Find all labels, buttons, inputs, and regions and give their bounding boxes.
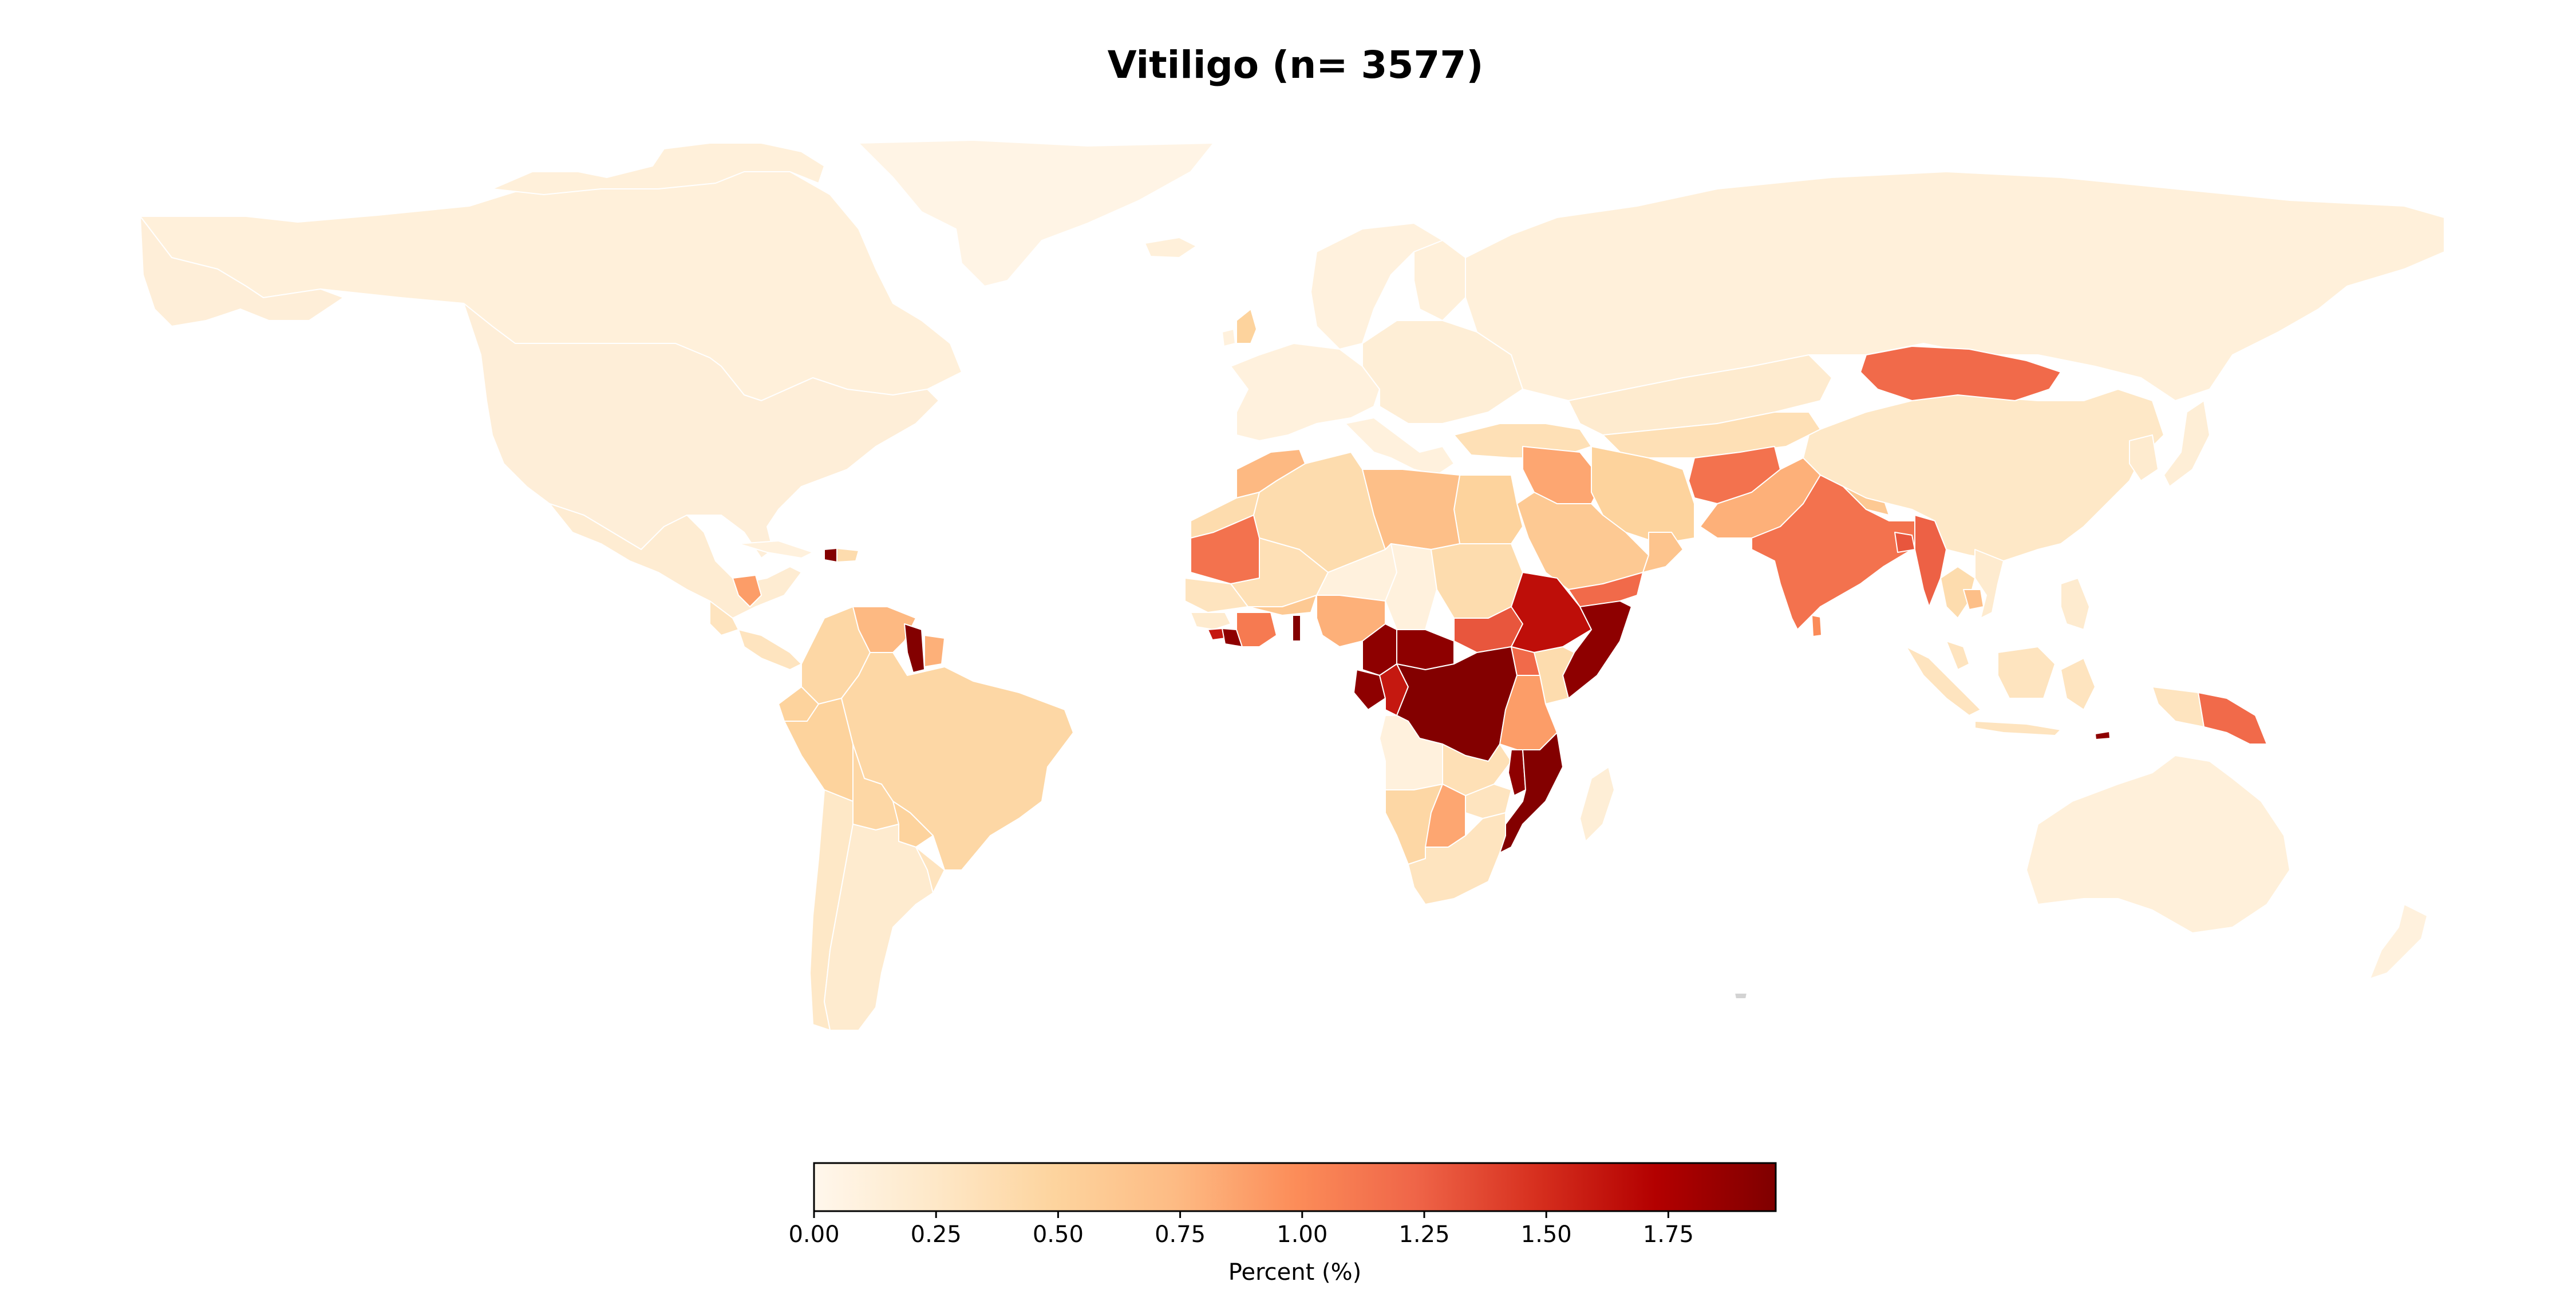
world-map — [140, 140, 2445, 1031]
country-no-data-island — [1734, 992, 1748, 999]
colorbar-label: Percent (%) — [1228, 1259, 1361, 1286]
country-canada-islands — [492, 143, 825, 195]
country-central-america-south — [738, 629, 802, 670]
country-uk — [1236, 309, 1257, 344]
colorbar-gradient — [813, 1162, 1777, 1212]
country-papua-new-guinea — [2198, 692, 2267, 745]
country-uruguay — [915, 847, 945, 893]
country-sudan — [1431, 543, 1523, 619]
country-egypt — [1453, 474, 1523, 544]
country-ethiopia — [1511, 572, 1592, 653]
country-italy-balkans — [1345, 417, 1455, 476]
colorbar-ticks: 0.00 0.25 0.50 0.75 1.00 1.25 1.50 1.75 — [788, 1211, 1694, 1248]
country-finland — [1413, 240, 1466, 321]
country-korea — [2129, 434, 2159, 481]
country-car — [1396, 629, 1455, 670]
country-sri-lanka — [1811, 615, 1822, 637]
colorbar-tick-label: 1.00 — [1277, 1221, 1327, 1248]
country-eastern-europe — [1362, 320, 1523, 424]
country-timor-leste — [2095, 731, 2111, 740]
colorbar-tick-label: 0.00 — [788, 1221, 839, 1248]
country-philippines — [2060, 578, 2090, 630]
colorbar-tick-label: 0.25 — [911, 1221, 962, 1248]
map-title: Vitiligo (n= 3577) — [1108, 43, 1484, 87]
country-usa — [463, 303, 939, 559]
country-cuba — [738, 540, 813, 559]
country-indonesia-borneo — [1997, 646, 2056, 699]
country-japan — [2163, 400, 2210, 487]
colorbar: 0.00 0.25 0.50 0.75 1.00 1.25 1.50 1.75 Percent… — [788, 1162, 1777, 1286]
country-indonesia-sulawesi — [2060, 658, 2096, 710]
country-western-europe — [1230, 343, 1380, 441]
country-madagascar — [1579, 766, 1615, 842]
country-vietnam — [1974, 549, 2004, 619]
country-bangladesh — [1894, 532, 1915, 553]
country-argentina — [824, 824, 934, 1031]
country-malawi — [1508, 749, 1526, 796]
country-guyana — [904, 623, 925, 673]
country-australia — [2026, 755, 2290, 934]
country-china — [1803, 389, 2164, 561]
colorbar-tick-label: 0.50 — [1033, 1221, 1084, 1248]
country-malaysia — [1946, 640, 1970, 670]
country-norway-sweden — [1310, 223, 1443, 350]
country-togo — [1292, 615, 1301, 642]
colorbar-tick-label: 1.50 — [1521, 1221, 1572, 1248]
country-suriname — [924, 635, 945, 667]
country-indonesia-java — [1974, 721, 2061, 736]
country-oman — [1642, 532, 1684, 573]
country-south-africa — [1408, 812, 1506, 905]
country-guinea — [1190, 612, 1231, 630]
colorbar-tick-label: 1.25 — [1398, 1221, 1449, 1248]
country-cambodia — [1963, 589, 1984, 610]
colorbar-tick-label: 0.75 — [1155, 1221, 1206, 1248]
country-ghana-burkina — [1247, 595, 1317, 616]
country-mongolia — [1860, 346, 2061, 401]
colorbar-tick-label: 1.75 — [1643, 1221, 1694, 1248]
country-mozambique — [1499, 732, 1563, 853]
country-cote-divoire — [1236, 612, 1277, 647]
country-somalia — [1562, 600, 1632, 699]
country-gabon — [1353, 669, 1386, 710]
country-ireland — [1222, 329, 1236, 347]
country-dominican-republic — [836, 548, 859, 563]
country-greenland — [858, 140, 1214, 287]
country-venezuela — [852, 606, 916, 653]
country-senegal — [1184, 578, 1249, 613]
country-chad — [1385, 543, 1437, 630]
country-new-guinea-west — [2152, 686, 2204, 727]
country-haiti — [824, 548, 837, 563]
country-iceland — [1144, 237, 1197, 258]
country-indonesia-sumatra — [1906, 646, 1981, 716]
country-honduras — [732, 575, 762, 607]
country-usa-alaska — [140, 216, 344, 327]
country-guatemala — [709, 600, 739, 636]
country-new-zealand — [2369, 904, 2428, 979]
